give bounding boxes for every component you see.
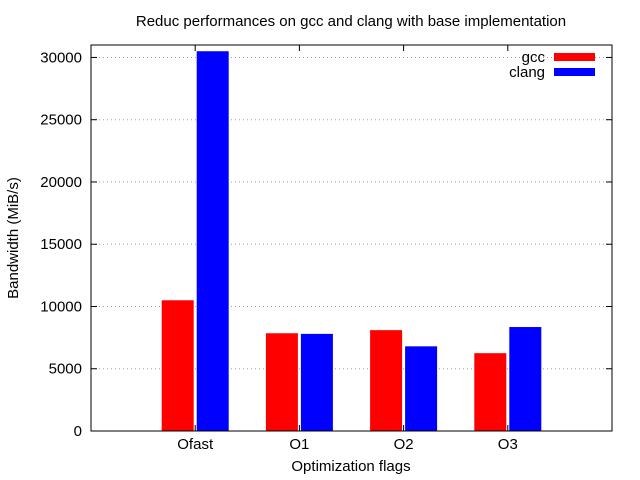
- y-tick-label: 20000: [40, 174, 82, 191]
- y-tick-label: 0: [74, 423, 82, 440]
- bar-clang-O3: [509, 327, 542, 431]
- plot-frame: [90, 44, 613, 432]
- bar-clang-Ofast: [196, 51, 229, 432]
- bar-clang-O1: [300, 333, 333, 431]
- y-tick-label: 10000: [40, 298, 82, 315]
- bar-gcc-O2: [370, 330, 403, 431]
- legend-swatch-clang: [554, 68, 595, 76]
- x-tick-label: O3: [498, 436, 518, 453]
- legend-label-clang: clang: [509, 64, 545, 81]
- x-axis-label: Optimization flags: [291, 458, 410, 475]
- bar-gcc-O1: [265, 333, 298, 431]
- y-tick-label: 25000: [40, 112, 82, 129]
- bar-gcc-Ofast: [161, 300, 194, 431]
- legend-swatch-gcc: [554, 53, 595, 61]
- x-axis-ticks: Ofast O1 O2 O3: [177, 45, 518, 453]
- legend-label-gcc: gcc: [522, 49, 546, 66]
- y-tick-label: 15000: [40, 236, 82, 253]
- chart-title: Reduc performances on gcc and clang with…: [136, 13, 566, 30]
- y-axis-label: Bandwidth (MiB/s): [5, 177, 22, 299]
- grid-lines: [91, 56, 612, 370]
- x-tick-label: O2: [394, 436, 414, 453]
- x-tick-label: Ofast: [177, 436, 214, 453]
- y-axis-ticks: 0 5000 10000 15000 20000 25000 30000: [40, 49, 612, 440]
- bars: [161, 51, 542, 432]
- x-tick-label: O1: [289, 436, 309, 453]
- y-tick-label: 30000: [40, 49, 82, 66]
- y-tick-label: 5000: [49, 361, 82, 378]
- bar-gcc-O3: [474, 353, 507, 431]
- bar-clang-O2: [405, 346, 438, 431]
